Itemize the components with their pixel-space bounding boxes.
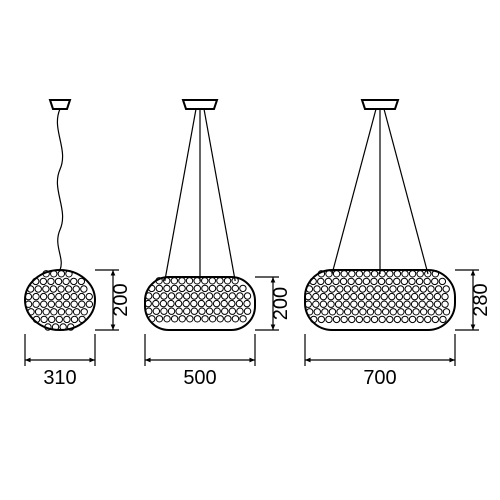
lamp-large: [332, 100, 428, 274]
lamp-medium: [165, 100, 235, 281]
width-label-large: 700: [363, 367, 396, 389]
height-label-small: 200: [110, 283, 132, 316]
width-label-small: 310: [43, 367, 76, 389]
width-label-medium: 500: [183, 367, 216, 389]
lamp-small: [50, 100, 70, 270]
height-label-medium: 200: [270, 287, 292, 320]
height-label-large: 280: [470, 283, 492, 316]
dimension-diagram: 310 200 500 200 700 280: [0, 0, 500, 500]
